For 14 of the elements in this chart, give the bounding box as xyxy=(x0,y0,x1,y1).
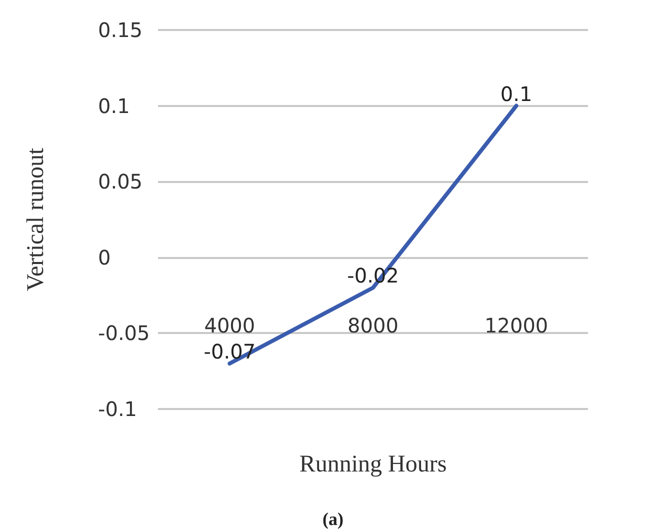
y-tick-label: 0.1 xyxy=(98,94,130,118)
data-label: 0.1 xyxy=(500,82,532,106)
y-axis-title: Vertical runout xyxy=(23,148,49,292)
x-axis-title: Running Hours xyxy=(299,451,447,478)
y-tick-label: -0.1 xyxy=(98,397,138,421)
x-tick-label: 4000 xyxy=(204,313,256,338)
x-tick-label: 12000 xyxy=(484,313,548,338)
text: (a) xyxy=(322,509,344,529)
y-tick-label: 0.15 xyxy=(98,18,143,42)
data-label: -0.07 xyxy=(204,340,256,364)
x-tick-label: 8000 xyxy=(348,313,398,338)
y-tick-label: -0.05 xyxy=(98,321,150,346)
y-tick-label: 0.05 xyxy=(98,170,143,194)
y-tick-label: 0 xyxy=(98,245,111,270)
